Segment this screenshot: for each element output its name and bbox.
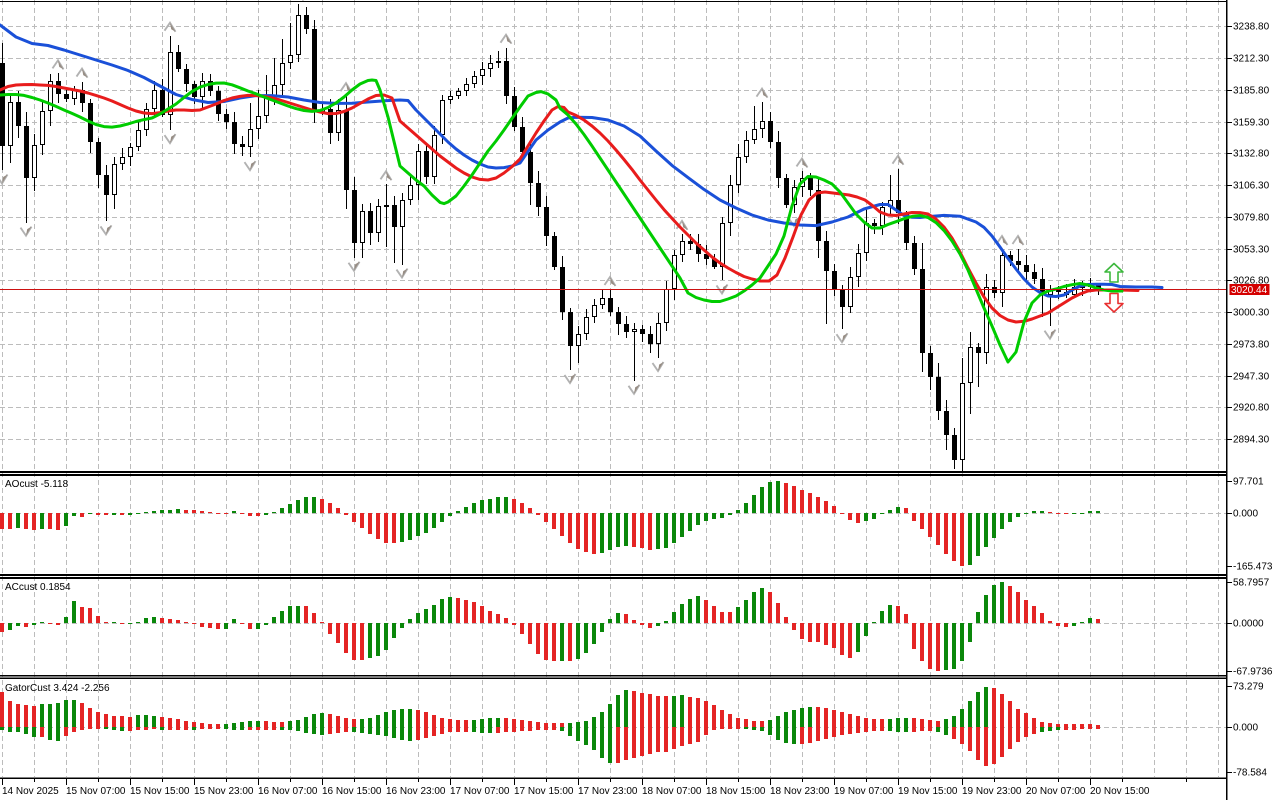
svg-text:3000.30: 3000.30	[1233, 308, 1270, 319]
svg-text:3185.80: 3185.80	[1233, 86, 1270, 97]
svg-text:0.000: 0.000	[1233, 509, 1258, 520]
svg-text:20 Nov 15:00: 20 Nov 15:00	[1090, 786, 1150, 797]
svg-text:2973.80: 2973.80	[1233, 340, 1270, 351]
svg-text:GatorCust 3.424 -2.256: GatorCust 3.424 -2.256	[5, 683, 110, 694]
svg-text:3159.30: 3159.30	[1233, 118, 1270, 129]
svg-text:3212.30: 3212.30	[1233, 54, 1270, 65]
svg-text:15 Nov 07:00: 15 Nov 07:00	[66, 786, 126, 797]
svg-text:18 Nov 15:00: 18 Nov 15:00	[706, 786, 766, 797]
svg-text:16 Nov 23:00: 16 Nov 23:00	[386, 786, 446, 797]
svg-text:19 Nov 07:00: 19 Nov 07:00	[834, 786, 894, 797]
svg-text:3020.44: 3020.44	[1231, 285, 1268, 296]
svg-text:3106.30: 3106.30	[1233, 181, 1270, 192]
svg-text:17 Nov 23:00: 17 Nov 23:00	[578, 786, 638, 797]
svg-text:3026.80: 3026.80	[1233, 276, 1270, 287]
svg-text:ACcust 0.1854: ACcust 0.1854	[5, 582, 71, 593]
svg-text:3238.80: 3238.80	[1233, 22, 1270, 33]
svg-text:3079.80: 3079.80	[1233, 213, 1270, 224]
svg-text:15 Nov 15:00: 15 Nov 15:00	[130, 786, 190, 797]
svg-text:17 Nov 07:00: 17 Nov 07:00	[450, 786, 510, 797]
svg-text:73.279: 73.279	[1233, 682, 1264, 693]
svg-text:18 Nov 07:00: 18 Nov 07:00	[642, 786, 702, 797]
svg-text:18 Nov 23:00: 18 Nov 23:00	[770, 786, 830, 797]
svg-text:3053.30: 3053.30	[1233, 245, 1270, 256]
svg-text:AOcust -5.118: AOcust -5.118	[5, 479, 69, 490]
svg-text:58.7957: 58.7957	[1233, 578, 1270, 589]
svg-text:19 Nov 23:00: 19 Nov 23:00	[962, 786, 1022, 797]
svg-text:2947.30: 2947.30	[1233, 372, 1270, 383]
svg-text:14 Nov 2025: 14 Nov 2025	[2, 786, 59, 797]
svg-text:20 Nov 07:00: 20 Nov 07:00	[1026, 786, 1086, 797]
svg-text:97.701: 97.701	[1233, 477, 1264, 488]
svg-text:17 Nov 15:00: 17 Nov 15:00	[514, 786, 574, 797]
svg-text:3132.80: 3132.80	[1233, 149, 1270, 160]
svg-text:-165.473: -165.473	[1233, 562, 1273, 573]
svg-text:-67.9736: -67.9736	[1233, 667, 1273, 678]
svg-text:16 Nov 15:00: 16 Nov 15:00	[322, 786, 382, 797]
svg-text:15 Nov 23:00: 15 Nov 23:00	[194, 786, 254, 797]
svg-text:0.0000: 0.0000	[1233, 619, 1264, 630]
svg-text:19 Nov 15:00: 19 Nov 15:00	[898, 786, 958, 797]
svg-text:2920.80: 2920.80	[1233, 403, 1270, 414]
svg-text:16 Nov 07:00: 16 Nov 07:00	[258, 786, 318, 797]
svg-text:2894.30: 2894.30	[1233, 435, 1270, 446]
svg-text:-78.584: -78.584	[1233, 768, 1267, 779]
svg-text:0.000: 0.000	[1233, 723, 1258, 734]
